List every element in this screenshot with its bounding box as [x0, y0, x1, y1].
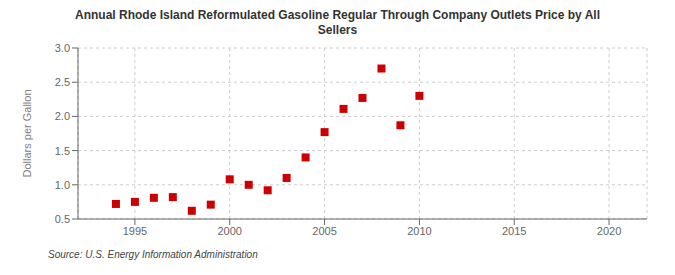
svg-text:2015: 2015 — [502, 225, 526, 237]
html-text:Sellers: Sellers — [317, 23, 358, 37]
svg-text:1.0: 1.0 — [55, 179, 70, 191]
svg-text:2020: 2020 — [597, 225, 621, 237]
svg-text:2005: 2005 — [312, 225, 336, 237]
svg-text:1.5: 1.5 — [55, 145, 70, 157]
svg-text:2.5: 2.5 — [55, 76, 70, 88]
svg-text:3.0: 3.0 — [55, 42, 70, 54]
html-text:Source: U.S. Energy Informatio: Source: U.S. Energy Information Administ… — [48, 249, 258, 260]
svg-text:Dollars per Gallon: Dollars per Gallon — [21, 89, 33, 177]
svg-text:1995: 1995 — [123, 225, 147, 237]
svg-text:0.5: 0.5 — [55, 213, 70, 225]
svg-text:2010: 2010 — [407, 225, 431, 237]
html-text:Annual Rhode Island Reformulat: Annual Rhode Island Reformulated Gasolin… — [75, 8, 600, 22]
svg-text:2000: 2000 — [217, 225, 241, 237]
svg-text:2.0: 2.0 — [55, 110, 70, 122]
